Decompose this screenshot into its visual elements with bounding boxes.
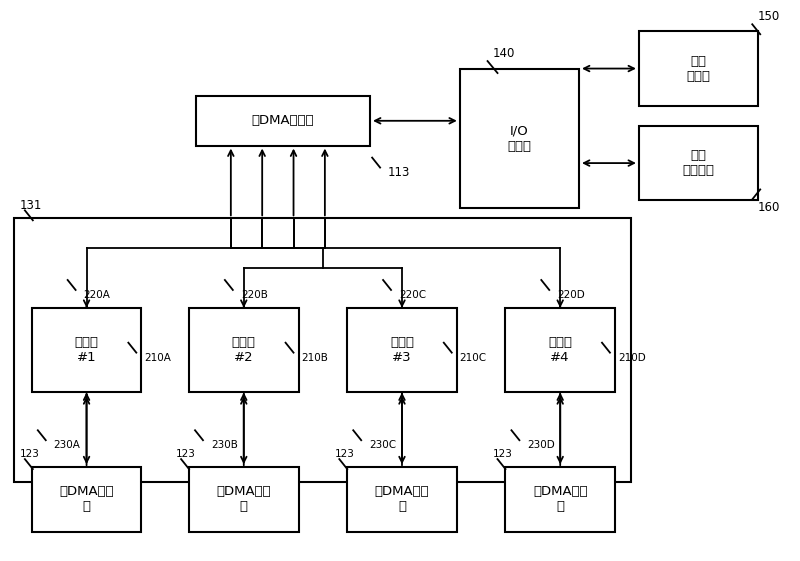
Text: 140: 140 — [493, 47, 515, 59]
Bar — [14, 218, 631, 482]
Text: 从DMA控制
器: 从DMA控制 器 — [59, 485, 114, 513]
Bar — [506, 467, 615, 532]
Bar — [506, 308, 615, 393]
Text: 210A: 210A — [144, 353, 171, 362]
Text: 220D: 220D — [558, 290, 585, 300]
Bar — [189, 308, 298, 393]
Text: 210B: 210B — [302, 353, 328, 362]
Bar — [639, 126, 758, 200]
Text: 从DMA控制
器: 从DMA控制 器 — [217, 485, 271, 513]
Bar — [347, 308, 457, 393]
Text: 从DMA控制
器: 从DMA控制 器 — [374, 485, 430, 513]
Text: 123: 123 — [20, 449, 40, 459]
Text: I/O
控制器: I/O 控制器 — [507, 125, 531, 153]
Text: 210D: 210D — [618, 353, 646, 362]
Text: 230D: 230D — [527, 440, 555, 450]
Text: 123: 123 — [176, 449, 196, 459]
Text: 160: 160 — [758, 201, 779, 214]
Text: 210C: 210C — [460, 353, 487, 362]
Text: 220C: 220C — [399, 290, 426, 300]
Text: 外部
存储器: 外部 存储器 — [686, 54, 710, 82]
Text: 123: 123 — [493, 449, 513, 459]
Bar — [639, 31, 758, 106]
Text: 其他
外部设备: 其他 外部设备 — [682, 149, 714, 177]
Bar — [196, 96, 370, 146]
Text: 123: 123 — [334, 449, 354, 459]
Bar — [189, 467, 298, 532]
Text: 叶节点
#4: 叶节点 #4 — [548, 336, 572, 364]
Bar — [32, 467, 142, 532]
Text: 150: 150 — [758, 10, 779, 23]
Text: 叶节点
#2: 叶节点 #2 — [232, 336, 256, 364]
Text: 230C: 230C — [369, 440, 396, 450]
Text: 230B: 230B — [211, 440, 238, 450]
Text: 叶节点
#1: 叶节点 #1 — [74, 336, 98, 364]
Bar — [347, 467, 457, 532]
Text: 230A: 230A — [54, 440, 81, 450]
Text: 主DMA控制器: 主DMA控制器 — [252, 114, 314, 127]
Bar — [32, 308, 142, 393]
Text: 从DMA控制
器: 从DMA控制 器 — [533, 485, 587, 513]
Text: 220A: 220A — [83, 290, 110, 300]
Text: 131: 131 — [20, 199, 42, 212]
Bar — [460, 69, 579, 208]
Text: 113: 113 — [388, 166, 410, 179]
Text: 叶节点
#3: 叶节点 #3 — [390, 336, 414, 364]
Text: 220B: 220B — [241, 290, 268, 300]
